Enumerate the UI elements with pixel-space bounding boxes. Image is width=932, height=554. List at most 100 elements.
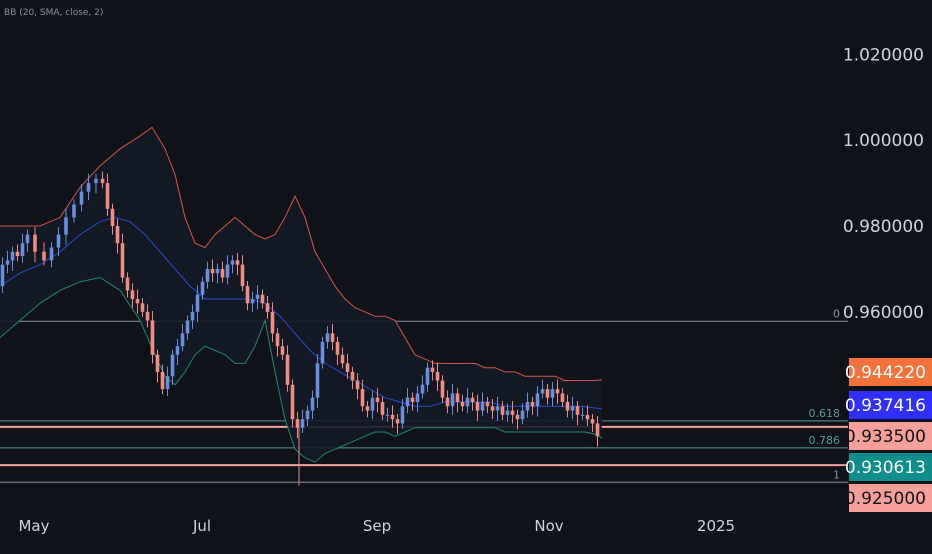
candle-body [485, 401, 490, 407]
candle-body [490, 406, 495, 411]
price-label-text: 0.933500 [845, 427, 926, 447]
candle-body [320, 341, 325, 364]
candle-body [120, 243, 125, 278]
candle-body [450, 393, 455, 407]
candle-body [245, 286, 250, 304]
candle-body [500, 406, 505, 415]
candle-body [225, 264, 230, 278]
candle-body [100, 178, 105, 184]
candle-body [20, 243, 25, 257]
candle-body [370, 397, 375, 411]
candle-body [560, 393, 565, 402]
indicator-label[interactable]: BB (20, SMA, close, 2) [4, 8, 104, 18]
candle-body [125, 277, 130, 291]
candle-body [140, 303, 145, 312]
candle-body [570, 406, 575, 411]
bb-fill [0, 127, 602, 463]
candle-body [350, 371, 355, 381]
candle-body [145, 311, 150, 321]
price-label-box [849, 453, 932, 481]
candle-body [385, 414, 390, 416]
candle-body [310, 397, 315, 411]
candle-body [435, 371, 440, 381]
candle-body [250, 298, 255, 304]
candle-body [390, 414, 395, 420]
candle-body [425, 367, 430, 385]
candle-body [585, 414, 590, 420]
candle-body [25, 234, 30, 244]
candle-body [190, 311, 195, 321]
candle-body [72, 204, 76, 218]
candle-body [380, 401, 385, 415]
candle-body [86, 183, 91, 192]
candle-body [420, 384, 425, 394]
candle-body [105, 183, 110, 209]
candle-body [545, 389, 550, 398]
price-label-box [849, 484, 932, 512]
candle-body [575, 406, 580, 415]
candle-body [410, 397, 415, 402]
candle-body [365, 406, 370, 411]
candle-body [64, 217, 68, 235]
price-label-box [849, 422, 932, 450]
candle-body [240, 264, 245, 287]
candle-body [285, 354, 290, 385]
candle-body [175, 346, 180, 355]
price-label-box [849, 391, 932, 419]
candle-body [555, 389, 560, 394]
x-tick-label: 2025 [697, 517, 735, 535]
x-tick-label: May [18, 517, 49, 535]
candle-body [94, 178, 98, 184]
candle-body [335, 341, 340, 355]
time-axis[interactable]: May Jul Sep Nov 2025 [18, 517, 735, 535]
price-labels: 0.944220 0.937416 0.933500 0.930613 0.925000 [845, 358, 932, 512]
candle-body [110, 208, 115, 227]
candle-body [185, 320, 190, 334]
candle-body [300, 419, 305, 428]
candle-body [345, 363, 350, 372]
candle-body [415, 393, 420, 402]
fib-label: 0.786 [809, 434, 841, 447]
candle-body [595, 423, 600, 437]
candle-body [340, 354, 345, 364]
price-axis[interactable]: 1.020000 1.000000 0.980000 0.960000 [843, 45, 924, 323]
candle-body [165, 376, 170, 390]
candle-body [375, 397, 380, 402]
candle-body [33, 234, 37, 252]
candle-body [445, 397, 450, 407]
candle-body [465, 397, 470, 407]
candlesticks [0, 171, 600, 486]
candle-body [265, 303, 270, 312]
candle-body [56, 234, 61, 248]
price-label-text: 0.937416 [845, 396, 926, 416]
candle-body [200, 281, 205, 295]
candle-body [150, 320, 155, 355]
candle-body [235, 260, 240, 265]
candle-body [475, 401, 480, 411]
candle-body [330, 333, 335, 342]
candle-body [220, 268, 225, 278]
y-tick-label: 0.980000 [843, 217, 924, 237]
price-label-text: 0.944220 [845, 363, 926, 383]
candle-body [440, 380, 445, 398]
x-tick-label: Sep [363, 517, 391, 535]
candle-body [230, 260, 235, 265]
candle-body [460, 401, 465, 407]
candle-body [590, 419, 595, 424]
price-label-text: 0.925000 [845, 489, 926, 509]
candle-body [130, 290, 135, 299]
candle-body [550, 389, 555, 398]
candle-body [355, 380, 360, 390]
candle-body [260, 294, 265, 304]
candle-body [580, 414, 585, 416]
candle-body [395, 419, 400, 424]
candle-body [530, 401, 535, 407]
candle-body [10, 251, 15, 261]
price-label-box [849, 358, 932, 386]
candle-body [270, 311, 275, 334]
candle-body [280, 346, 285, 355]
candle-body [325, 333, 330, 342]
candle-body [49, 247, 54, 261]
